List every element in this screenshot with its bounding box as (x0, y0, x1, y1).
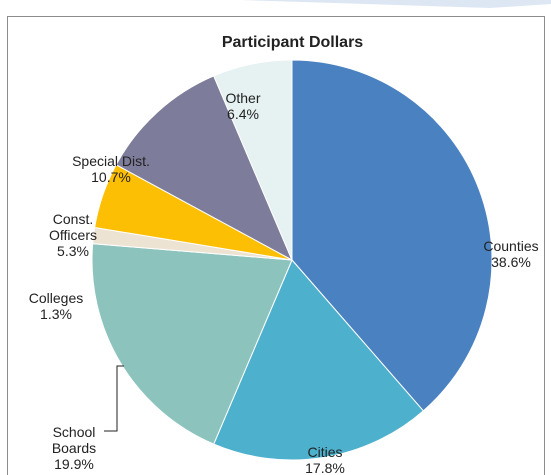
label-cities: Cities 17.8% (305, 444, 345, 475)
label-const-officers: Const. Officers 5.3% (49, 211, 97, 259)
slice-cities (213, 259, 425, 461)
label-special-dist: Special Dist. 10.7% (72, 153, 150, 185)
label-other: Other 6.4% (225, 90, 260, 122)
chart-title: Participant Dollars (221, 34, 364, 51)
school-boards-leader-line (104, 365, 124, 432)
slice-school-boards (91, 243, 293, 445)
slice-counties (291, 59, 493, 412)
label-counties: Counties 38.6% (483, 238, 538, 270)
label-colleges: Colleges 1.3% (29, 290, 83, 322)
slice-special-dist (115, 75, 294, 262)
slice-other (213, 59, 293, 261)
label-school-boards: School Boards 19.9% (52, 424, 96, 472)
